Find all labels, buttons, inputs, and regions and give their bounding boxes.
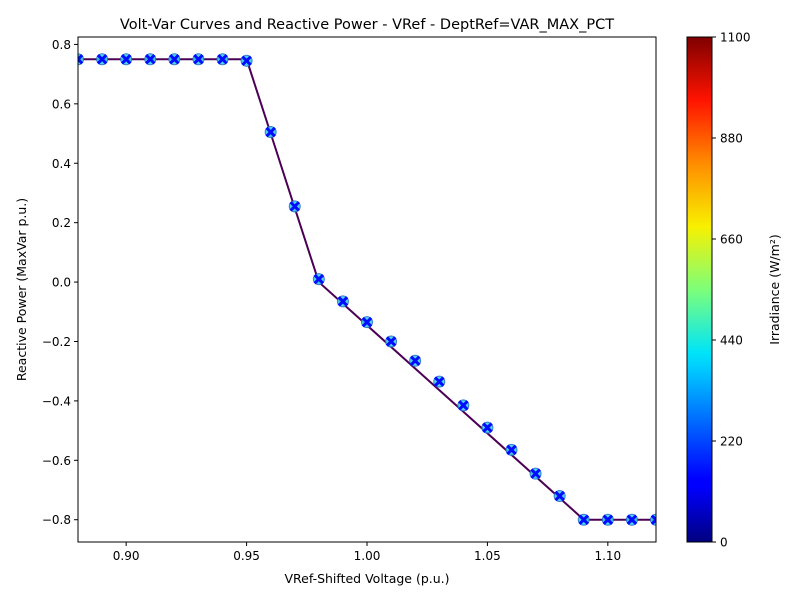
data-point: [553, 489, 566, 502]
y-tick-label: 0.0: [52, 276, 71, 290]
data-point-marker: [217, 54, 228, 65]
data-point: [216, 53, 229, 66]
points-layer: [78, 53, 656, 526]
chart-title: Volt-Var Curves and Reactive Power - VRe…: [120, 17, 614, 33]
data-point-marker: [265, 126, 276, 138]
data-point: [168, 53, 181, 66]
data-point: [625, 513, 638, 526]
data-point-marker: [458, 400, 469, 411]
colorbar-ticks: 0 220 440 660 880 1100: [712, 31, 751, 550]
colorbar-tick-label: 440: [720, 334, 743, 348]
y-axis-label: Reactive Power (MaxVar p.u.): [14, 198, 29, 381]
data-point-marker: [120, 54, 132, 65]
data-point: [240, 54, 253, 67]
data-point: [505, 443, 518, 456]
volt-var-curve-line: [78, 58, 656, 521]
data-point-marker: [650, 514, 656, 525]
data-point: [264, 126, 277, 139]
data-point: [312, 273, 325, 286]
data-point: [144, 53, 157, 66]
data-point-marker: [482, 422, 493, 433]
data-point: [78, 53, 84, 66]
data-point-marker: [144, 54, 156, 65]
data-point: [385, 335, 398, 348]
y-tick-label: −0.6: [42, 454, 71, 468]
x-tick-label: 1.05: [474, 549, 501, 563]
data-point: [120, 53, 133, 66]
data-point-marker: [602, 514, 614, 525]
y-tick-label: −0.4: [42, 394, 71, 408]
data-point-marker: [361, 316, 373, 328]
data-point-marker: [78, 54, 84, 65]
data-point: [288, 200, 301, 213]
data-point: [96, 53, 109, 66]
colorbar-tick-label: 0: [720, 536, 728, 550]
colorbar-label: Irradiance (W/m²): [767, 234, 782, 344]
data-point: [650, 513, 656, 526]
data-point: [529, 467, 542, 480]
y-tick-label: −0.8: [42, 513, 71, 527]
colorbar: [686, 36, 713, 543]
colorbar-tick-label: 220: [720, 435, 743, 449]
y-tick-label: 0.8: [52, 38, 71, 52]
data-point: [457, 399, 470, 412]
data-point-marker: [530, 468, 541, 479]
data-point: [336, 295, 349, 308]
data-point: [192, 53, 205, 66]
x-tick-label: 0.95: [233, 549, 260, 563]
y-tick-label: −0.2: [42, 335, 71, 349]
data-point: [577, 513, 590, 526]
data-point-marker: [241, 55, 252, 67]
data-point: [601, 513, 614, 526]
data-point-marker: [193, 54, 204, 65]
data-point-marker: [409, 355, 421, 367]
colorbar-tick-label: 1100: [720, 31, 751, 45]
x-axis-label: VRef-Shifted Voltage (p.u.): [284, 571, 449, 586]
data-point-marker: [289, 201, 301, 212]
data-point: [361, 316, 373, 329]
data-point-marker: [337, 296, 349, 307]
data-point-marker: [169, 54, 180, 65]
y-tick-label: 0.2: [52, 216, 71, 230]
data-point-marker: [506, 444, 517, 456]
data-point-marker: [578, 514, 590, 525]
data-point: [433, 375, 446, 388]
data-point-marker: [554, 490, 565, 502]
data-point-marker: [433, 376, 445, 387]
colorbar-tick-label: 880: [720, 132, 743, 146]
data-point-marker: [96, 54, 108, 65]
data-point: [409, 354, 422, 367]
data-point-marker: [385, 336, 397, 347]
plot-frame: [77, 36, 657, 543]
x-tick-label: 1.10: [594, 549, 621, 563]
curve-layer: [78, 58, 656, 521]
data-point: [481, 421, 494, 434]
data-point-marker: [313, 273, 325, 285]
y-axis-ticks: 0.8 0.6 0.4 0.2 0.0 −0.2 −0.4 −0.6 −0.8: [42, 38, 78, 527]
y-tick-label: 0.6: [52, 97, 71, 111]
data-point-marker: [626, 514, 638, 525]
colorbar-tick-label: 660: [720, 233, 743, 247]
y-tick-label: 0.4: [52, 157, 71, 171]
x-axis-ticks: 0.90 0.95 1.00 1.05 1.10: [113, 542, 621, 563]
x-tick-label: 0.90: [113, 549, 140, 563]
x-tick-label: 1.00: [354, 549, 381, 563]
